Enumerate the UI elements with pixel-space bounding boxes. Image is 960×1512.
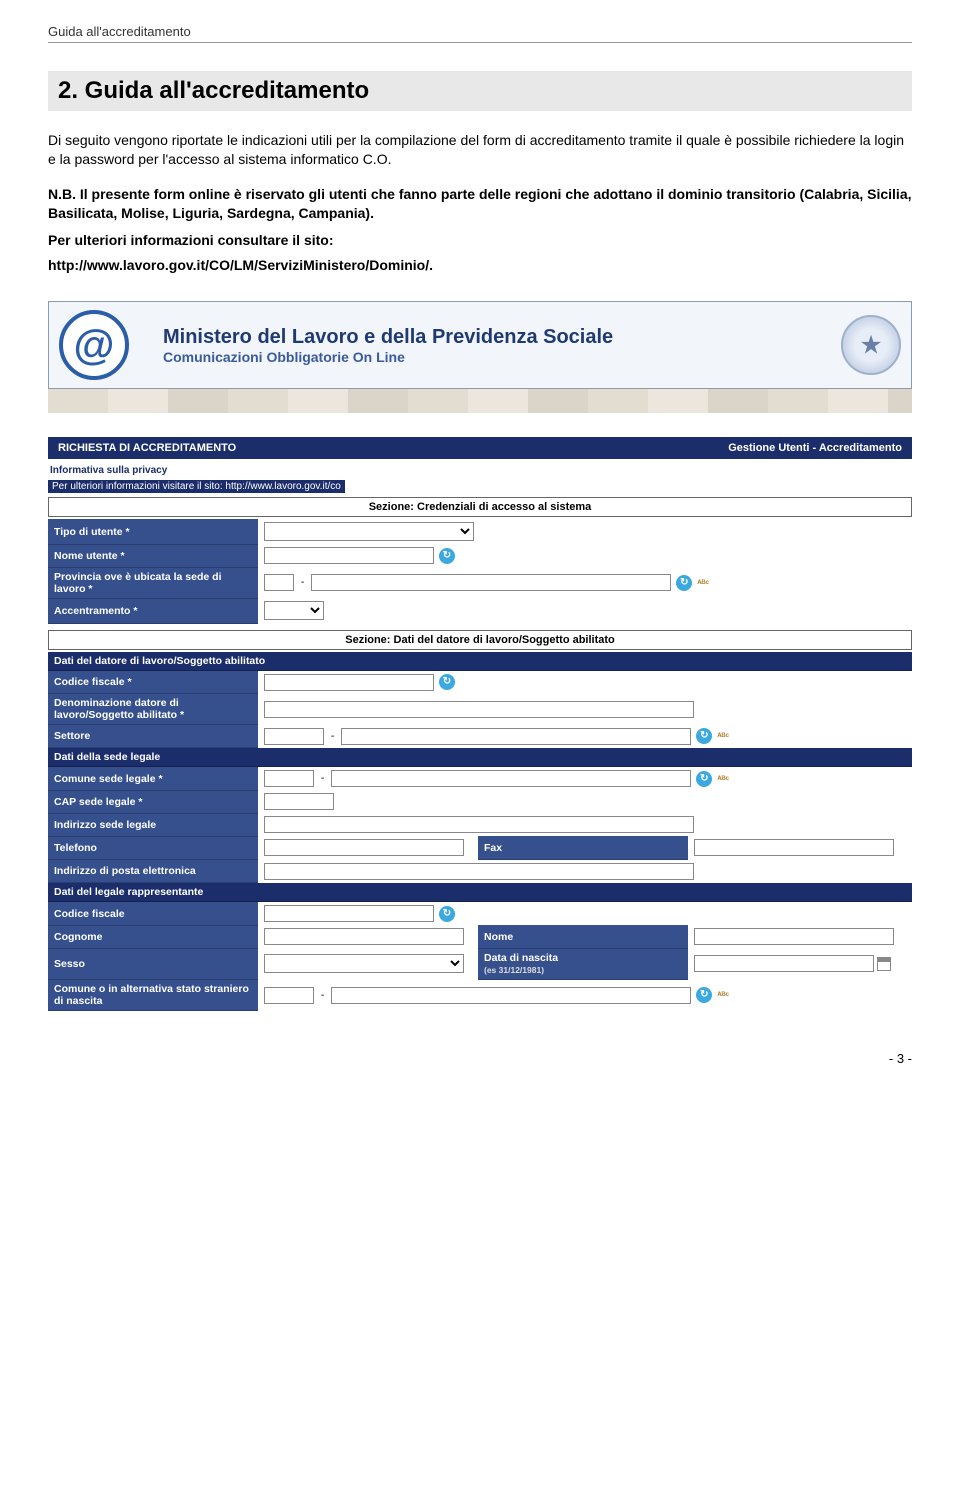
label-settore: Settore xyxy=(48,725,258,748)
label-cf-rappresentante: Codice fiscale xyxy=(48,902,258,926)
label-codice-fiscale: Codice fiscale * xyxy=(48,670,258,694)
label-data-nascita: Data di nascita (es 31/12/1981) xyxy=(478,948,688,979)
site-link[interactable]: http://www.lavoro.gov.it/CO/LM/ServiziMi… xyxy=(48,257,912,273)
input-data-nascita[interactable] xyxy=(694,955,874,972)
date-example: (es 31/12/1981) xyxy=(484,965,544,975)
input-cognome[interactable] xyxy=(264,928,464,945)
banner-title: Ministero del Lavoro e della Previdenza … xyxy=(163,326,613,349)
banner-subtitle: Comunicazioni Obbligatorie On Line xyxy=(163,349,613,365)
subheader-sede-legale: Dati della sede legale xyxy=(48,748,912,767)
section-datore-title: Sezione: Dati del datore di lavoro/Sogge… xyxy=(48,630,912,650)
page-header: Guida all'accreditamento xyxy=(48,24,912,43)
input-provincia-name[interactable] xyxy=(311,574,671,591)
input-fax[interactable] xyxy=(694,839,894,856)
privacy-title: Informativa sulla privacy xyxy=(48,459,912,476)
abc-search-icon[interactable]: ᴬᴮᶜ xyxy=(697,578,709,588)
input-denominazione[interactable] xyxy=(264,701,694,718)
refresh-icon[interactable]: ↻ xyxy=(696,771,712,787)
label-cognome: Cognome xyxy=(48,925,258,948)
abc-search-icon[interactable]: ᴬᴮᶜ xyxy=(717,990,729,1000)
abc-search-icon[interactable]: ᴬᴮᶜ xyxy=(717,774,729,784)
title-bar: RICHIESTA DI ACCREDITAMENTO Gestione Ute… xyxy=(48,437,912,459)
privacy-subtitle: Per ulteriori informazioni visitare il s… xyxy=(48,480,345,493)
input-settore-name[interactable] xyxy=(341,728,691,745)
select-tipo-utente[interactable] xyxy=(264,522,474,541)
section-title: 2. Guida all'accreditamento xyxy=(48,71,912,111)
refresh-icon[interactable]: ↻ xyxy=(439,548,455,564)
input-cap[interactable] xyxy=(264,793,334,810)
input-cf-rappresentante[interactable] xyxy=(264,905,434,922)
label-indirizzo: Indirizzo sede legale xyxy=(48,813,258,836)
input-comune-code[interactable] xyxy=(264,770,314,787)
at-sign-icon: @ xyxy=(59,310,149,380)
label-cap: CAP sede legale * xyxy=(48,790,258,813)
label-provincia: Provincia ove è ubicata la sede di lavor… xyxy=(48,567,258,598)
label-accentramento: Accentramento * xyxy=(48,598,258,623)
label-tipo-utente: Tipo di utente * xyxy=(48,519,258,544)
input-nome[interactable] xyxy=(694,928,894,945)
label-nome: Nome xyxy=(478,925,688,948)
refresh-icon[interactable]: ↻ xyxy=(439,674,455,690)
label-telefono: Telefono xyxy=(48,836,258,859)
input-provincia-code[interactable] xyxy=(264,574,294,591)
refresh-icon[interactable]: ↻ xyxy=(696,987,712,1003)
moreinfo-label: Per ulteriori informazioni consultare il… xyxy=(48,231,912,250)
title-bar-left: RICHIESTA DI ACCREDITAMENTO xyxy=(58,442,236,454)
input-indirizzo[interactable] xyxy=(264,816,694,833)
label-nome-utente: Nome utente * xyxy=(48,544,258,567)
abc-search-icon[interactable]: ᴬᴮᶜ xyxy=(717,731,729,741)
label-denominazione: Denominazione datore di lavoro/Soggetto … xyxy=(48,694,258,725)
page-number: - 3 - xyxy=(48,1051,912,1066)
select-sesso[interactable] xyxy=(264,954,464,973)
calendar-icon[interactable] xyxy=(877,957,891,971)
section-credentials-title: Sezione: Credenziali di accesso al siste… xyxy=(48,497,912,517)
select-accentramento[interactable] xyxy=(264,601,324,620)
input-comune-nascita-code[interactable] xyxy=(264,987,314,1004)
title-bar-right: Gestione Utenti - Accreditamento xyxy=(728,442,902,454)
refresh-icon[interactable]: ↻ xyxy=(439,906,455,922)
input-comune-nascita-name[interactable] xyxy=(331,987,691,1004)
datore-table: Dati del datore di lavoro/Soggetto abili… xyxy=(48,652,912,1011)
refresh-icon[interactable]: ↻ xyxy=(696,728,712,744)
input-nome-utente[interactable] xyxy=(264,547,434,564)
republic-emblem-icon xyxy=(841,315,901,375)
ministry-banner: @ Ministero del Lavoro e della Previdenz… xyxy=(48,301,912,389)
input-email[interactable] xyxy=(264,863,694,880)
label-comune: Comune sede legale * xyxy=(48,767,258,791)
input-settore-code[interactable] xyxy=(264,728,324,745)
refresh-icon[interactable]: ↻ xyxy=(676,575,692,591)
credentials-table: Tipo di utente * Nome utente * ↻ Provinc… xyxy=(48,519,912,624)
banner-photo-strip xyxy=(48,389,912,413)
input-codice-fiscale[interactable] xyxy=(264,674,434,691)
intro-paragraph: Di seguito vengono riportate le indicazi… xyxy=(48,131,912,169)
label-sesso: Sesso xyxy=(48,948,258,979)
label-email: Indirizzo di posta elettronica xyxy=(48,859,258,883)
input-comune-name[interactable] xyxy=(331,770,691,787)
subheader-legale-rappresentante: Dati del legale rappresentante xyxy=(48,883,912,902)
input-telefono[interactable] xyxy=(264,839,464,856)
nb-paragraph: N.B. Il presente form online è riservato… xyxy=(48,185,912,223)
label-fax: Fax xyxy=(478,836,688,859)
label-comune-nascita: Comune o in alternativa stato straniero … xyxy=(48,979,258,1010)
subheader-datore: Dati del datore di lavoro/Soggetto abili… xyxy=(48,652,912,671)
